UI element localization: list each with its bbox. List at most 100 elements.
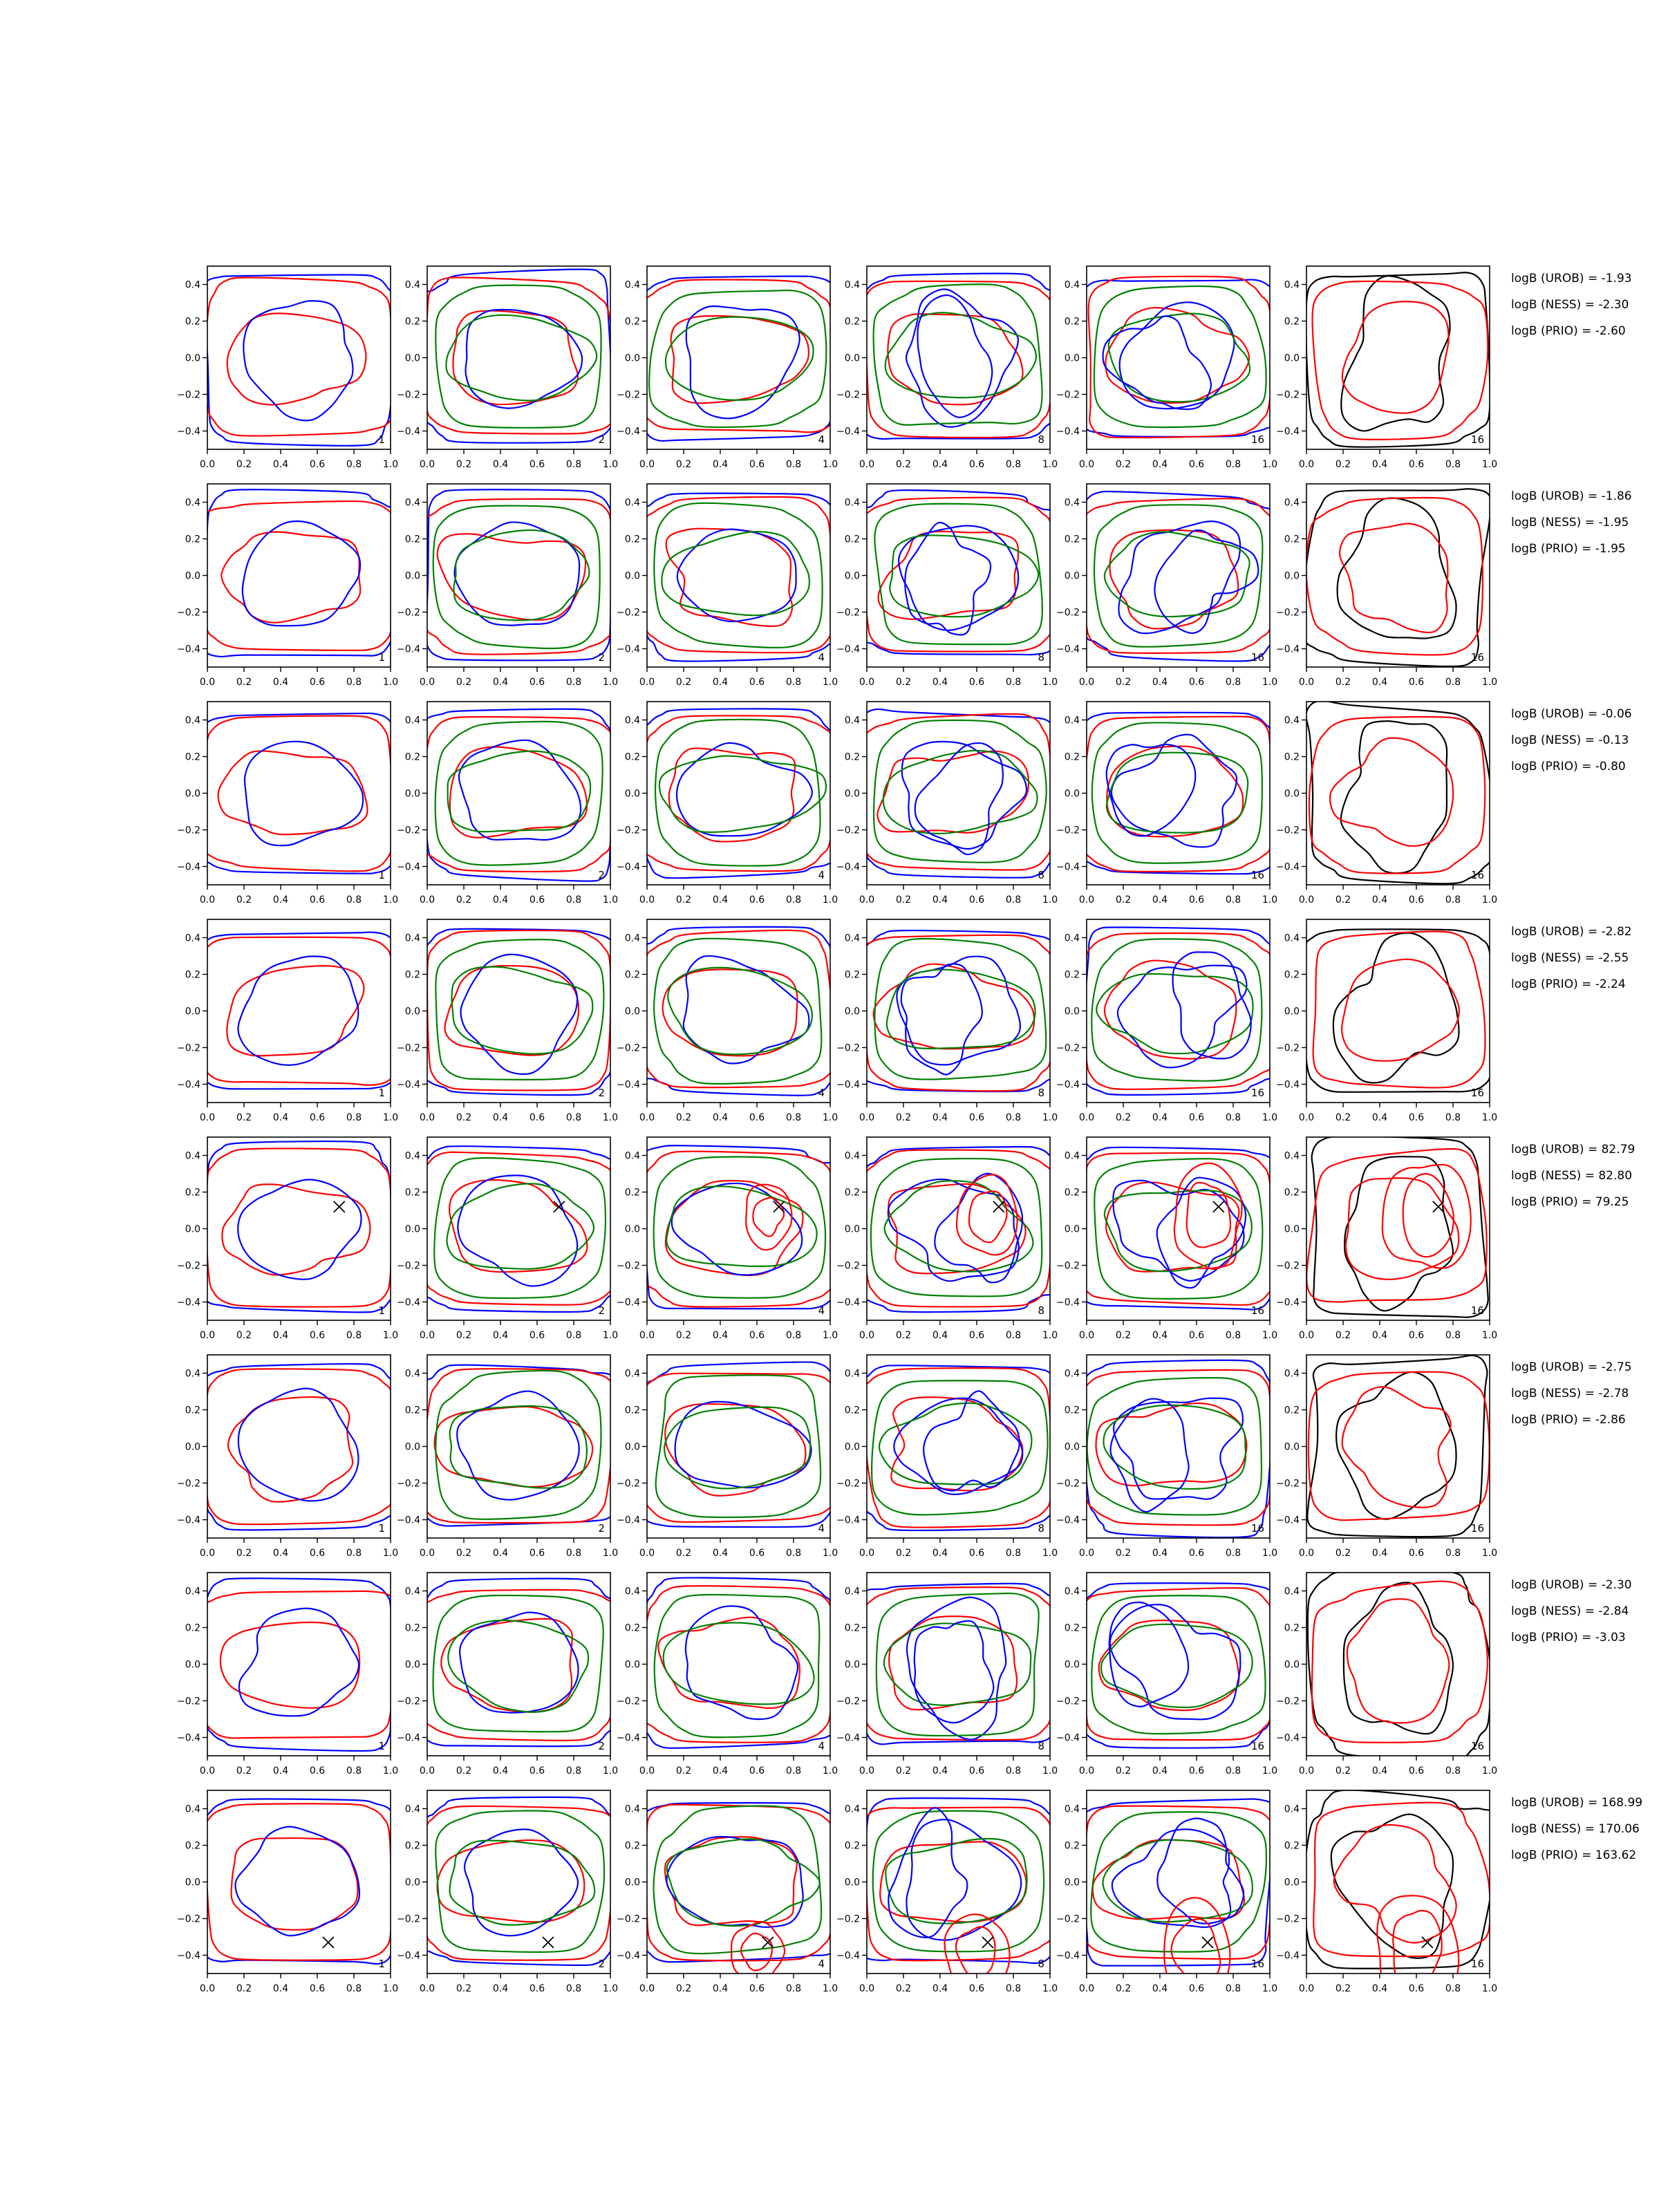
y-tick-label: 0.0 <box>185 789 200 800</box>
y-tick-label: 0.2 <box>185 317 200 328</box>
panel-r6-c5: 0.0 0.2 0.4 0.6 0.8 1.0 −0.4 −0.2 0.0 0.2 0.4 16 <box>1056 1354 1277 1559</box>
x-tick-label: 0.8 <box>1226 1548 1241 1559</box>
contour-line <box>207 1140 391 1313</box>
panel-number-label: 4 <box>818 1958 825 1970</box>
x-tick-label: 0.4 <box>1152 1112 1168 1123</box>
x-tick-label: 0.4 <box>713 1112 728 1123</box>
x-tick-label: 0.6 <box>749 677 765 688</box>
x-tick-label: 0.8 <box>346 677 362 688</box>
x-tick-label: 0.2 <box>236 1330 252 1341</box>
contour-line <box>1087 1152 1270 1306</box>
y-tick-label: 0.0 <box>845 789 860 800</box>
y-tick-label: 0.4 <box>185 1804 200 1815</box>
panel-number-label: 16 <box>1251 869 1264 881</box>
y-tick-label: 0.0 <box>625 789 640 800</box>
panel-frame <box>646 483 831 668</box>
x-tick-label: 0.2 <box>896 1548 911 1559</box>
x-tick-label: 0.8 <box>786 1112 801 1123</box>
panel-contours <box>427 268 610 444</box>
y-tick-label: 0.4 <box>405 933 420 944</box>
panel-number-label: 16 <box>1471 1522 1484 1535</box>
x-tick-label: 0.4 <box>932 1765 948 1777</box>
x-tick-label: 0.0 <box>1079 1765 1094 1777</box>
x-tick-label: 0.4 <box>932 894 948 906</box>
x-tick-label: 1.0 <box>603 677 618 688</box>
x-tick-label: 0.4 <box>932 459 948 470</box>
panel-number-label: 4 <box>818 433 825 446</box>
contour-line <box>653 1593 821 1738</box>
contour-line <box>207 1368 391 1526</box>
panel-r7-c6: 0.0 0.2 0.4 0.6 0.8 1.0 −0.4 −0.2 0.0 0.2 0.4 16 <box>1276 1572 1497 1777</box>
contour-line <box>955 1173 1018 1256</box>
contour-line <box>1103 531 1250 618</box>
panel-contours <box>207 712 391 874</box>
y-tick-label: 0.4 <box>185 933 200 944</box>
y-tick-label: −0.4 <box>397 1297 420 1309</box>
contour-line <box>1103 1190 1253 1273</box>
panel-r7-c4: 0.0 0.2 0.4 0.6 0.8 1.0 −0.4 −0.2 0.0 0.2 0.4 8 <box>836 1572 1058 1777</box>
y-tick-label: −0.2 <box>1276 825 1300 836</box>
contour-line <box>243 740 364 847</box>
contour-line <box>207 500 391 651</box>
x-tick-label: 0.0 <box>859 1765 874 1777</box>
panel-frame <box>427 1572 611 1756</box>
y-tick-label: 0.0 <box>625 571 640 582</box>
y-tick-label: 0.2 <box>405 317 420 328</box>
contour-line <box>653 1805 823 1955</box>
bayes-factor-label: logB (PRIO) = 79.25 <box>1511 1195 1629 1209</box>
panel-contours <box>427 1796 610 1967</box>
panel-number-label: 4 <box>818 869 825 881</box>
contour-line <box>207 715 391 872</box>
y-tick-label: 0.4 <box>1065 1151 1080 1162</box>
panel-r5-c1: 0.0 0.2 0.4 0.6 0.8 1.0 −0.4 −0.2 0.0 0.2 0.4 1 <box>177 1136 398 1341</box>
contour-line <box>1087 1582 1270 1749</box>
x-tick-label: 0.8 <box>1006 1983 1021 1994</box>
y-tick-label: 0.2 <box>625 1841 640 1852</box>
y-tick-label: −0.2 <box>617 390 640 401</box>
x-tick-label: 0.8 <box>346 1112 362 1123</box>
y-tick-label: −0.4 <box>617 427 640 438</box>
x-tick-label: 0.2 <box>236 1765 252 1777</box>
contour-line <box>1330 1813 1454 1959</box>
x-tick-label: 0.0 <box>200 459 215 470</box>
y-tick-label: 0.0 <box>185 1660 200 1671</box>
x-tick-label: 0.6 <box>529 1548 545 1559</box>
panel-contours <box>647 492 830 662</box>
bayes-factor-label: logB (NESS) = -2.78 <box>1511 1387 1629 1400</box>
y-tick-label: −0.4 <box>836 1515 860 1526</box>
contour-line <box>1338 523 1449 634</box>
contour-line <box>1094 1158 1264 1300</box>
y-tick-label: 0.0 <box>845 1877 860 1888</box>
panel-number-label: 4 <box>818 1304 825 1317</box>
x-tick-label: 0.6 <box>310 894 325 906</box>
contour-line <box>237 1179 362 1280</box>
x-tick-label: 0.2 <box>236 1112 252 1123</box>
bayes-factor-label: logB (PRIO) = -2.24 <box>1511 977 1626 991</box>
contour-line <box>1108 1601 1190 1708</box>
y-tick-label: 0.4 <box>625 1369 640 1380</box>
panel-r4-c1: 0.0 0.2 0.4 0.6 0.8 1.0 −0.4 −0.2 0.0 0.2 0.4 1 <box>177 919 398 1123</box>
contour-line <box>207 931 391 1090</box>
x-tick-label: 0.4 <box>1152 1765 1168 1777</box>
x-tick-label: 0.4 <box>493 1330 508 1341</box>
contour-line <box>217 750 368 836</box>
target-marker <box>553 1201 565 1213</box>
contour-line <box>226 312 367 406</box>
panel-r1-c2: 0.0 0.2 0.4 0.6 0.8 1.0 −0.4 −0.2 0.0 0.2 0.4 2 <box>397 265 618 470</box>
contour-line <box>883 1622 1032 1707</box>
x-tick-label: 0.0 <box>1299 1112 1314 1123</box>
y-tick-label: 0.4 <box>185 280 200 291</box>
x-tick-label: 0.2 <box>1335 1765 1351 1777</box>
contour-line <box>872 1810 1045 1953</box>
y-tick-label: −0.4 <box>1276 1733 1300 1744</box>
contour-line <box>647 926 830 1096</box>
contour-line <box>872 963 1035 1050</box>
y-tick-label: −0.4 <box>177 862 200 873</box>
x-tick-label: 0.0 <box>859 1330 874 1341</box>
panel-frame <box>207 919 391 1103</box>
x-tick-label: 0.2 <box>236 1983 252 1994</box>
contour-line <box>1173 1162 1243 1271</box>
contour-line <box>1087 1805 1270 1960</box>
target-marker <box>1212 1201 1225 1213</box>
x-tick-label: 0.0 <box>420 1330 435 1341</box>
